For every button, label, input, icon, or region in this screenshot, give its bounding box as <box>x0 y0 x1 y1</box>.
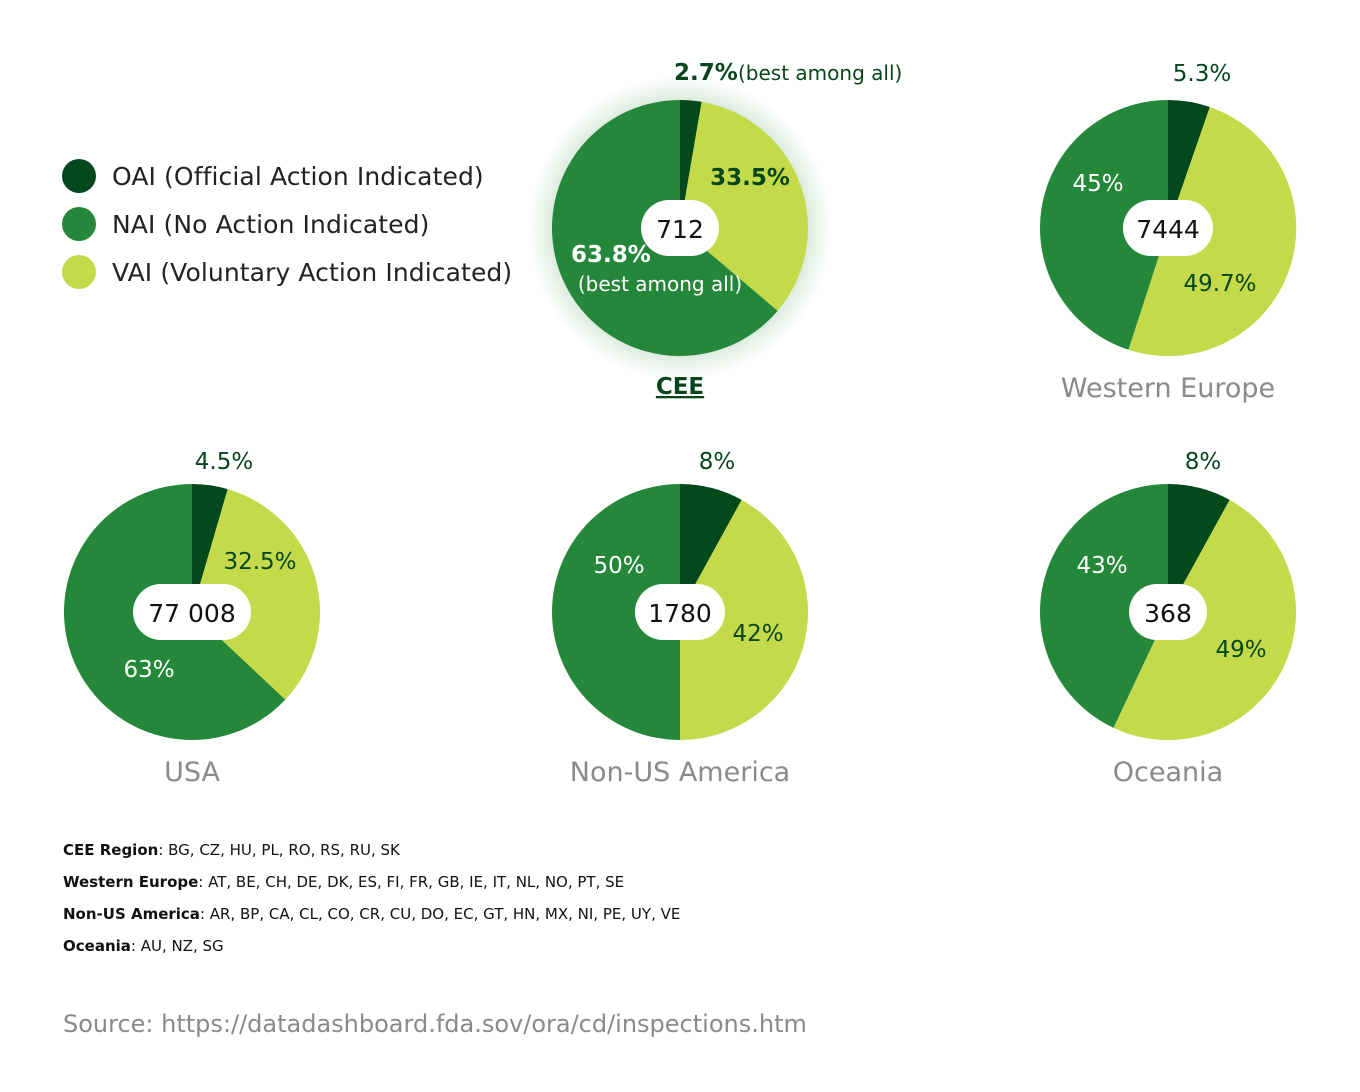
slice-label-oai: 8% <box>699 449 736 475</box>
pie-slice-oai <box>1168 484 1230 612</box>
region-label: Non-US America <box>570 757 790 788</box>
slice-label-oai: 2.7% <box>674 60 738 86</box>
legend-swatch-nai <box>62 207 96 241</box>
pie-western-europe: 7444 5.3% 49.7% 45% Western Europe <box>1039 61 1297 404</box>
footnote-text: : AR, BP, CA, CL, CO, CR, CU, DO, EC, GT… <box>199 905 681 923</box>
slice-label-nai: 45% <box>1072 171 1123 197</box>
legend-item-oai: OAI (Official Action Indicated) <box>62 152 512 200</box>
slice-label-vai: 33.5% <box>710 165 790 191</box>
footnote-text: : AU, NZ, SG <box>130 937 224 955</box>
footnote-term: CEE Region <box>63 841 159 859</box>
pie-slice-nai <box>1039 484 1168 728</box>
pie-total-label: 368 <box>1144 599 1192 628</box>
pie-total-badge <box>641 200 719 256</box>
slice-label-oai: 8% <box>1185 449 1222 475</box>
footnote-western-europe: Western Europe: AT, BE, CH, DE, DK, ES, … <box>63 870 680 902</box>
footnote-oceania: Oceania: AU, NZ, SG <box>63 934 680 966</box>
slice-label-vai: 32.5% <box>223 549 296 575</box>
footnote-term: Non-US America <box>63 905 200 923</box>
legend: OAI (Official Action Indicated) NAI (No … <box>62 152 512 296</box>
region-footnotes: CEE Region: BG, CZ, HU, PL, RO, RS, RU, … <box>63 838 680 966</box>
footnote-non-us-america: Non-US America: AR, BP, CA, CL, CO, CR, … <box>63 902 680 934</box>
footnote-text: : BG, CZ, HU, PL, RO, RS, RU, SK <box>158 841 400 859</box>
slice-label-oai: 5.3% <box>1173 61 1231 87</box>
pie-total-label: 1780 <box>648 599 712 628</box>
footnote-term: Oceania <box>63 937 131 955</box>
pie-total-label: 7444 <box>1136 215 1200 244</box>
slice-label-nai: 50% <box>593 553 644 579</box>
pie-slice-oai <box>1168 100 1210 228</box>
pie-slice-vai <box>680 499 809 740</box>
pie-total-badge <box>1123 200 1213 256</box>
legend-item-nai: NAI (No Action Indicated) <box>62 200 512 248</box>
pie-total-badge <box>1129 584 1207 640</box>
pie-oceania: 368 8% 49% 43% Oceania <box>1039 449 1297 788</box>
slice-label-vai: 49% <box>1215 637 1266 663</box>
legend-swatch-oai <box>62 159 96 193</box>
legend-swatch-vai <box>62 255 96 289</box>
source-note: Source: https://datadashboard.fda.sov/or… <box>63 1010 807 1038</box>
pie-slice-oai <box>192 484 228 612</box>
slice-note-nai: (best among all) <box>578 272 742 296</box>
pie-usa: 77 008 4.5% 32.5% 63% USA <box>64 449 321 788</box>
slice-label-vai: 42% <box>732 621 783 647</box>
footnote-term: Western Europe <box>63 873 199 891</box>
slice-label-nai: 43% <box>1076 553 1127 579</box>
pie-slice-oai <box>680 100 702 228</box>
legend-label-vai: VAI (Voluntary Action Indicated) <box>112 257 513 287</box>
slice-label-vai: 49.7% <box>1183 271 1256 297</box>
slice-label-nai: 63.8% <box>571 242 651 268</box>
footnote-cee: CEE Region: BG, CZ, HU, PL, RO, RS, RU, … <box>63 838 680 870</box>
region-label: Western Europe <box>1061 373 1275 404</box>
pie-slice-oai <box>680 484 742 612</box>
legend-label-oai: OAI (Official Action Indicated) <box>112 161 484 191</box>
legend-item-vai: VAI (Voluntary Action Indicated) <box>62 248 512 296</box>
pie-slice-vai <box>680 101 808 311</box>
pie-total-label: 712 <box>656 215 704 244</box>
slice-note-oai: (best among all) <box>738 61 902 85</box>
pie-slice-nai <box>1039 99 1168 350</box>
region-label: USA <box>164 757 220 788</box>
pie-slice-vai <box>192 489 321 700</box>
legend-label-nai: NAI (No Action Indicated) <box>112 209 430 239</box>
pie-total-label: 77 008 <box>148 599 235 628</box>
region-label: Oceania <box>1113 757 1223 788</box>
slice-label-oai: 4.5% <box>195 449 253 475</box>
pie-non-us-america: 1780 8% 42% 50% Non-US America <box>552 449 809 788</box>
pie-slice-nai <box>552 484 680 740</box>
region-label: CEE <box>656 374 704 400</box>
footnote-text: : AT, BE, CH, DE, DK, ES, FI, FR, GB, IE… <box>198 873 625 891</box>
slice-label-nai: 63% <box>123 657 174 683</box>
pie-total-badge <box>635 584 725 640</box>
pie-total-badge <box>133 584 251 640</box>
